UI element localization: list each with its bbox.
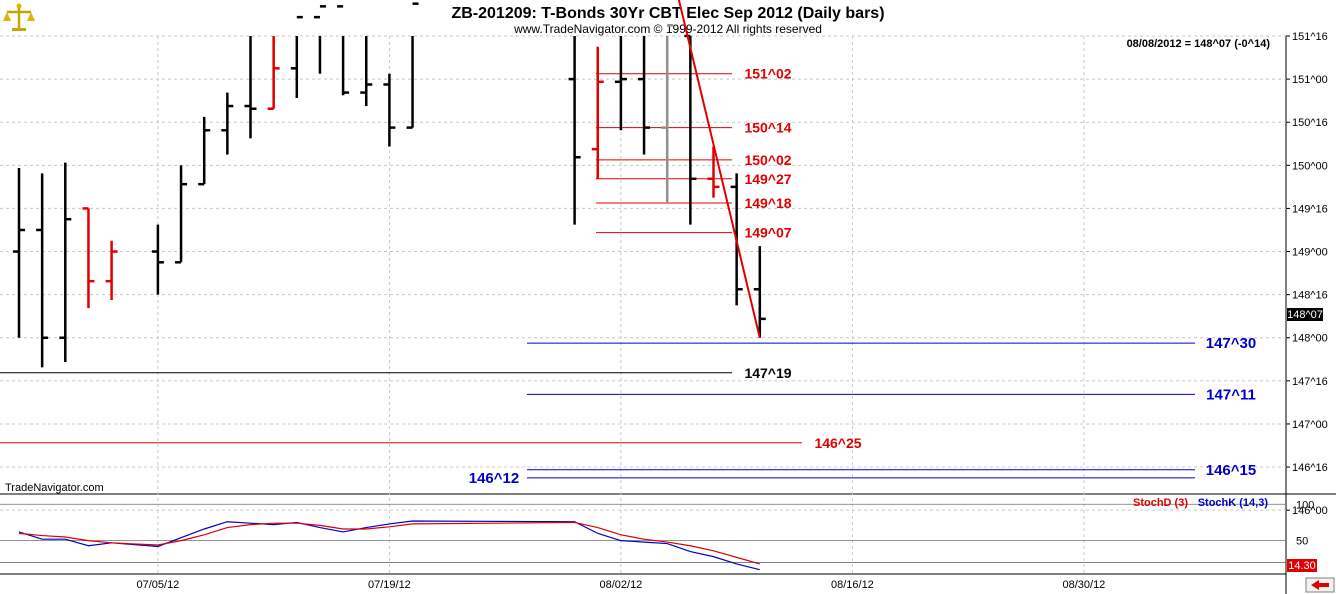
trend-line [677,0,761,338]
price-bars [13,2,766,368]
price-readout: 08/08/2012 = 148^07 (-0^14) [1127,38,1271,50]
stochastic-panel: 100 50 [0,499,1314,571]
level-label: 151^02 [744,66,791,82]
brand-text: TradeNavigator.com [5,482,104,494]
date-axis: 07/05/12 07/19/12 08/02/12 08/16/12 08/30/12 [136,579,1105,591]
level-label: 147^11 [1206,386,1256,403]
date-tick-label: 08/16/12 [831,579,874,591]
price-levels: 151^02 150^14 150^02 149^27 149^18 149^07 147^… [0,66,1256,487]
price-tick-label: 147^16 [1292,376,1328,388]
last-price-label: 148^07 [1287,309,1323,321]
level-label: 146^25 [814,435,861,451]
date-tick-label: 07/19/12 [368,579,411,591]
price-tick-label: 149^00 [1292,247,1328,259]
price-tick-label: 150^16 [1292,117,1328,129]
price-tick-label: 148^16 [1292,290,1328,302]
level-label: 149^07 [744,225,791,241]
price-tick-label: 151^16 [1292,31,1328,43]
arrow-left-icon[interactable] [1305,577,1335,593]
stoch-tick-label: 100 [1296,499,1314,511]
stoch-last-label: 14.30 [1288,560,1316,572]
level-label: 146^12 [469,470,519,487]
price-tick-label: 147^00 [1292,419,1328,431]
level-label: 149^18 [744,195,791,211]
date-tick-label: 07/05/12 [136,579,179,591]
stoch-series-line [18,521,760,565]
price-tick-label: 146^00 [1292,505,1328,517]
level-label: 147^30 [1206,335,1256,352]
trend-line-segment [677,0,761,338]
level-label: 149^27 [744,171,791,187]
copyright-text: www.TradeNavigator.com © 1999-2012 All r… [513,22,822,36]
scales-logo-icon [2,2,36,34]
level-label: 150^14 [744,120,791,136]
date-tick-label: 08/02/12 [599,579,642,591]
date-tick-label: 08/30/12 [1062,579,1105,591]
price-tick-label: 146^16 [1292,462,1328,474]
price-tick-label: 150^00 [1292,160,1328,172]
chart-title: ZB-201209: T-Bonds 30Yr CBT Elec Sep 201… [451,5,884,22]
price-tick-label: 148^00 [1292,333,1328,345]
legend-stochd: StochD (3) [1133,497,1188,509]
price-axis: 151^16 151^00 150^16 150^00 149^16 149^00 148^… [1286,31,1328,517]
price-tick-label: 149^16 [1292,203,1328,215]
stoch-last-tag [1287,559,1317,572]
level-label: 150^02 [744,152,791,168]
legend-stochk: StochK (14,3) [1198,497,1269,509]
level-label: 147^19 [744,365,791,381]
price-tick-label: 151^00 [1292,74,1328,86]
level-label: 146^15 [1206,462,1256,479]
stoch-tick-label: 50 [1296,536,1308,548]
last-price-tag [1287,308,1323,321]
